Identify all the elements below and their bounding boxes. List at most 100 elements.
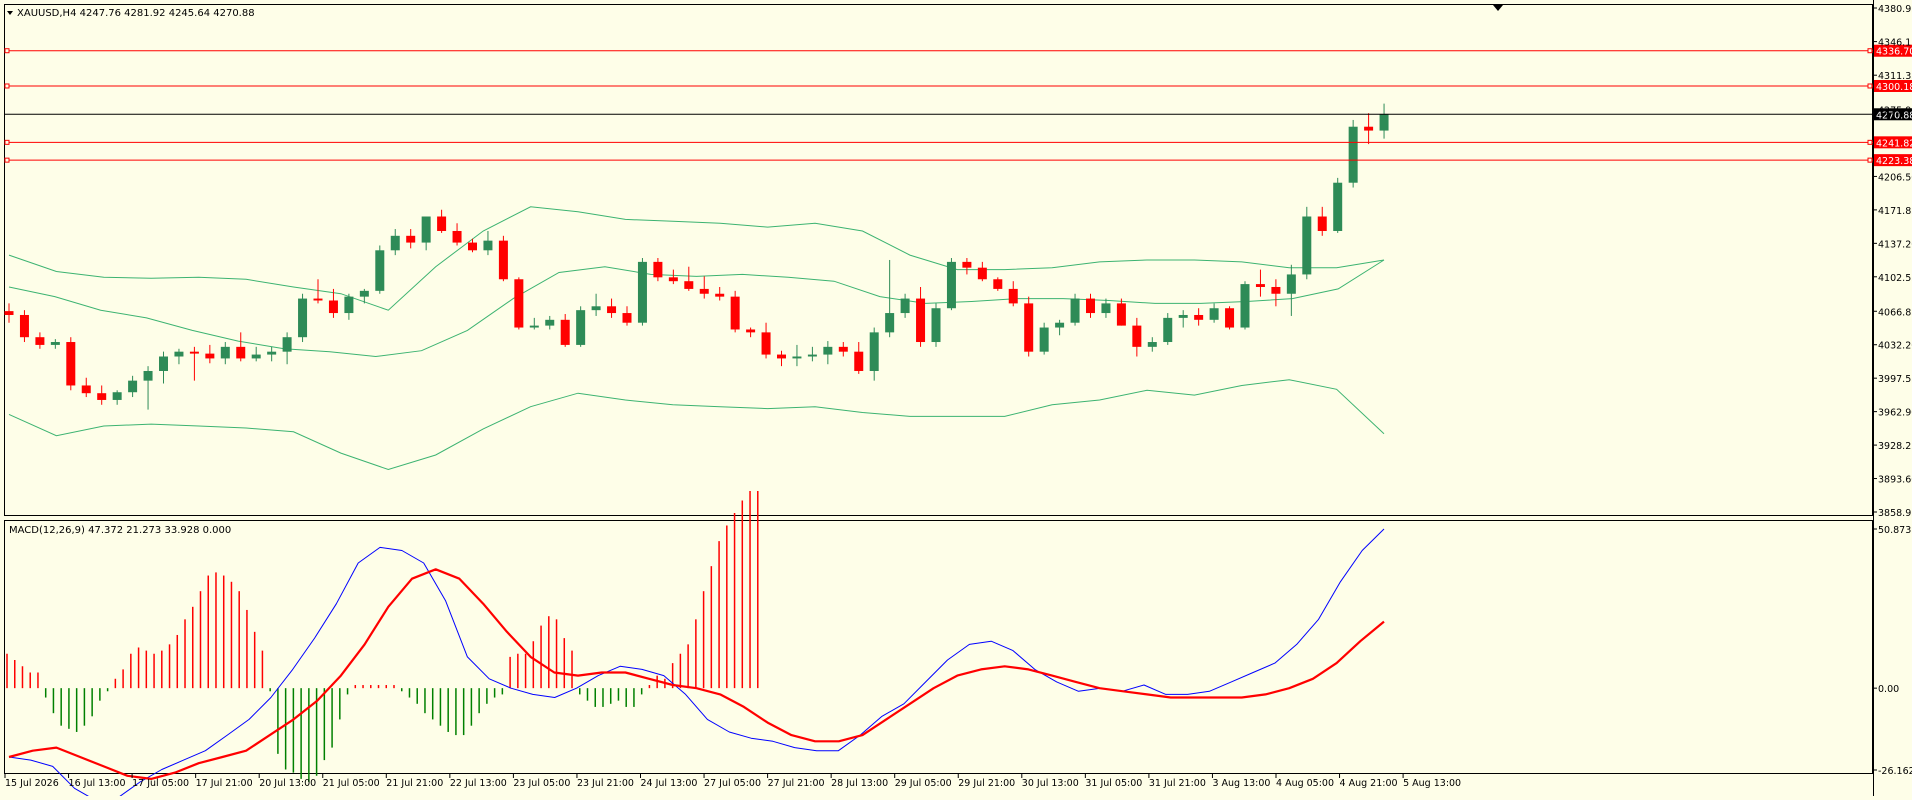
candle[interactable]	[838, 342, 848, 357]
candle[interactable]	[1271, 279, 1281, 307]
candle[interactable]	[1333, 177, 1343, 233]
candle[interactable]	[962, 258, 972, 275]
candle[interactable]	[993, 277, 1003, 291]
candle[interactable]	[50, 339, 60, 349]
candle[interactable]	[189, 346, 199, 381]
candle[interactable]	[298, 293, 308, 343]
chevron-down-icon[interactable]	[7, 11, 13, 15]
candle[interactable]	[529, 317, 539, 330]
candle[interactable]	[97, 385, 107, 405]
candle[interactable]	[1178, 310, 1188, 328]
candle[interactable]	[220, 342, 230, 365]
candle[interactable]	[916, 286, 926, 347]
candle[interactable]	[823, 341, 833, 365]
price-axis[interactable]: 4380.95 4346.15 4311.35 4275.90 4206.50 4171.…	[1873, 4, 1912, 519]
time-axis[interactable]: 15 Jul 2026 16 Jul 13:00 17 Jul 05:00 17 Ju…	[4, 774, 1461, 789]
candle[interactable]	[498, 235, 508, 282]
candle[interactable]	[746, 327, 756, 338]
line-anchor-left[interactable]	[4, 157, 10, 163]
candle[interactable]	[437, 209, 447, 233]
candle[interactable]	[128, 375, 138, 398]
candle[interactable]	[545, 315, 555, 330]
candle[interactable]	[1379, 103, 1389, 139]
candle[interactable]	[205, 344, 215, 364]
candle[interactable]	[699, 276, 709, 299]
candle[interactable]	[1364, 113, 1374, 145]
candle[interactable]	[637, 258, 647, 326]
candle[interactable]	[1086, 293, 1095, 318]
candle[interactable]	[159, 351, 168, 384]
candle[interactable]	[854, 342, 864, 374]
candle[interactable]	[251, 346, 261, 362]
candle[interactable]	[1101, 298, 1111, 318]
candle[interactable]	[1225, 306, 1235, 330]
candle[interactable]	[452, 223, 462, 246]
candle[interactable]	[761, 322, 771, 359]
candle[interactable]	[1055, 319, 1065, 336]
candle[interactable]	[576, 306, 586, 347]
line-anchor-left[interactable]	[4, 48, 10, 54]
candle[interactable]	[1116, 298, 1126, 326]
candle[interactable]	[807, 346, 817, 362]
candle[interactable]	[282, 332, 292, 365]
candle[interactable]	[313, 279, 323, 304]
candle[interactable]	[375, 245, 385, 294]
candle[interactable]	[869, 327, 879, 381]
candle[interactable]	[792, 344, 802, 367]
candle[interactable]	[66, 337, 76, 391]
candle[interactable]	[514, 277, 524, 330]
candle[interactable]	[143, 366, 153, 410]
candle[interactable]	[1147, 337, 1157, 352]
line-anchor-right[interactable]	[1867, 48, 1873, 54]
candle[interactable]	[1132, 317, 1142, 357]
candle[interactable]	[1024, 296, 1034, 357]
candle[interactable]	[931, 303, 941, 347]
candle[interactable]	[4, 303, 14, 323]
candle[interactable]	[977, 261, 987, 282]
candle[interactable]	[174, 348, 184, 365]
candle[interactable]	[1240, 281, 1250, 330]
candle[interactable]	[684, 266, 694, 291]
candle[interactable]	[1348, 119, 1358, 188]
candle[interactable]	[1255, 269, 1265, 297]
macd-axis[interactable]: 50.873 0.00 -26.162	[1873, 525, 1912, 777]
candle[interactable]	[406, 229, 416, 249]
line-anchor-right[interactable]	[1867, 83, 1873, 89]
candle[interactable]	[468, 238, 477, 253]
line-anchor-right[interactable]	[1867, 157, 1873, 163]
candle[interactable]	[730, 290, 740, 333]
candle[interactable]	[1070, 293, 1080, 326]
candle[interactable]	[1163, 313, 1173, 345]
candle[interactable]	[607, 298, 617, 318]
candle[interactable]	[1286, 264, 1296, 316]
candle[interactable]	[81, 377, 91, 398]
shift-marker-icon[interactable]	[1493, 5, 1503, 11]
candle[interactable]	[946, 258, 956, 311]
candle[interactable]	[777, 350, 786, 367]
candle[interactable]	[1194, 308, 1204, 326]
candle[interactable]	[1008, 281, 1018, 307]
candle[interactable]	[1039, 322, 1049, 355]
candle[interactable]	[1317, 206, 1327, 236]
line-anchor-right[interactable]	[1867, 139, 1873, 145]
candle[interactable]	[344, 293, 354, 320]
candle[interactable]	[35, 332, 45, 349]
candle[interactable]	[421, 216, 431, 251]
candle[interactable]	[390, 229, 400, 256]
macd-panel[interactable]	[4, 520, 1873, 774]
line-anchor-left[interactable]	[4, 139, 10, 145]
candle[interactable]	[591, 293, 601, 316]
candle[interactable]	[668, 269, 678, 285]
candle[interactable]	[267, 346, 277, 362]
line-anchor-left[interactable]	[4, 83, 10, 89]
candle[interactable]	[622, 306, 632, 326]
candle[interactable]	[328, 288, 338, 318]
candle[interactable]	[483, 230, 493, 256]
candle[interactable]	[359, 288, 369, 304]
candle[interactable]	[560, 314, 570, 347]
candle[interactable]	[1302, 206, 1312, 280]
candle[interactable]	[112, 390, 122, 405]
candle[interactable]	[236, 332, 246, 362]
candle[interactable]	[19, 310, 29, 343]
price-panel[interactable]	[4, 4, 1873, 516]
